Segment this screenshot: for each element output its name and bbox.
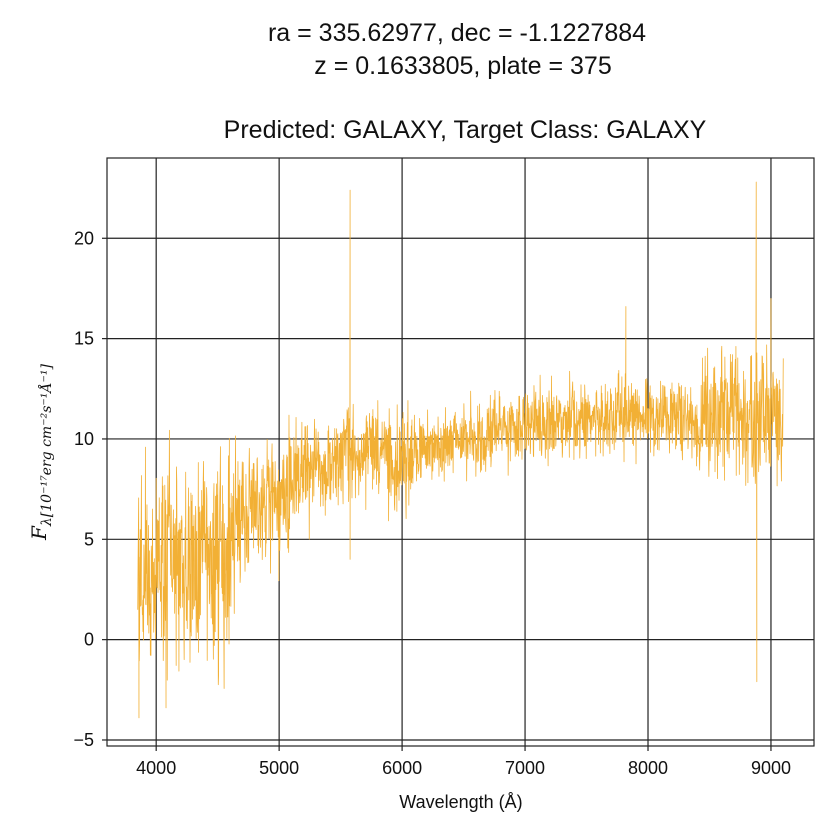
spectrum-line [137,181,784,719]
x-axis-ticks: 4000 5000 6000 7000 8000 9000 [136,746,791,778]
spectrum-series [137,181,784,719]
chart-title-line-3: Predicted: GALAXY, Target Class: GALAXY [224,116,707,144]
y-axis-label-main: F [27,525,51,541]
y-tick-label: −5 [73,730,94,750]
x-tick-label: 8000 [628,758,668,778]
y-axis-ticks: −5 0 5 10 15 20 [73,228,107,750]
y-tick-label: 15 [74,329,94,349]
chart-title-line-1: ra = 335.62977, dec = -1.1227884 [268,19,646,47]
x-tick-label: 4000 [136,758,176,778]
x-tick-label: 5000 [259,758,299,778]
chart-title-line-2: z = 0.1633805, plate = 375 [314,52,611,80]
y-axis-label: Fλ[10⁻¹⁷erg cm⁻²s⁻¹Å⁻¹] [27,364,55,541]
x-axis-label: Wavelength (Å) [399,792,522,812]
y-tick-label: 0 [84,630,94,650]
y-axis-label-sub: λ[10⁻¹⁷erg cm⁻²s⁻¹Å⁻¹] [37,364,55,528]
plot-frame [106,157,815,747]
y-tick-label: 5 [84,529,94,549]
x-tick-label: 7000 [505,758,545,778]
x-tick-label: 6000 [382,758,422,778]
y-tick-label: 20 [74,228,94,248]
x-tick-label: 9000 [751,758,791,778]
y-tick-label: 10 [74,429,94,449]
